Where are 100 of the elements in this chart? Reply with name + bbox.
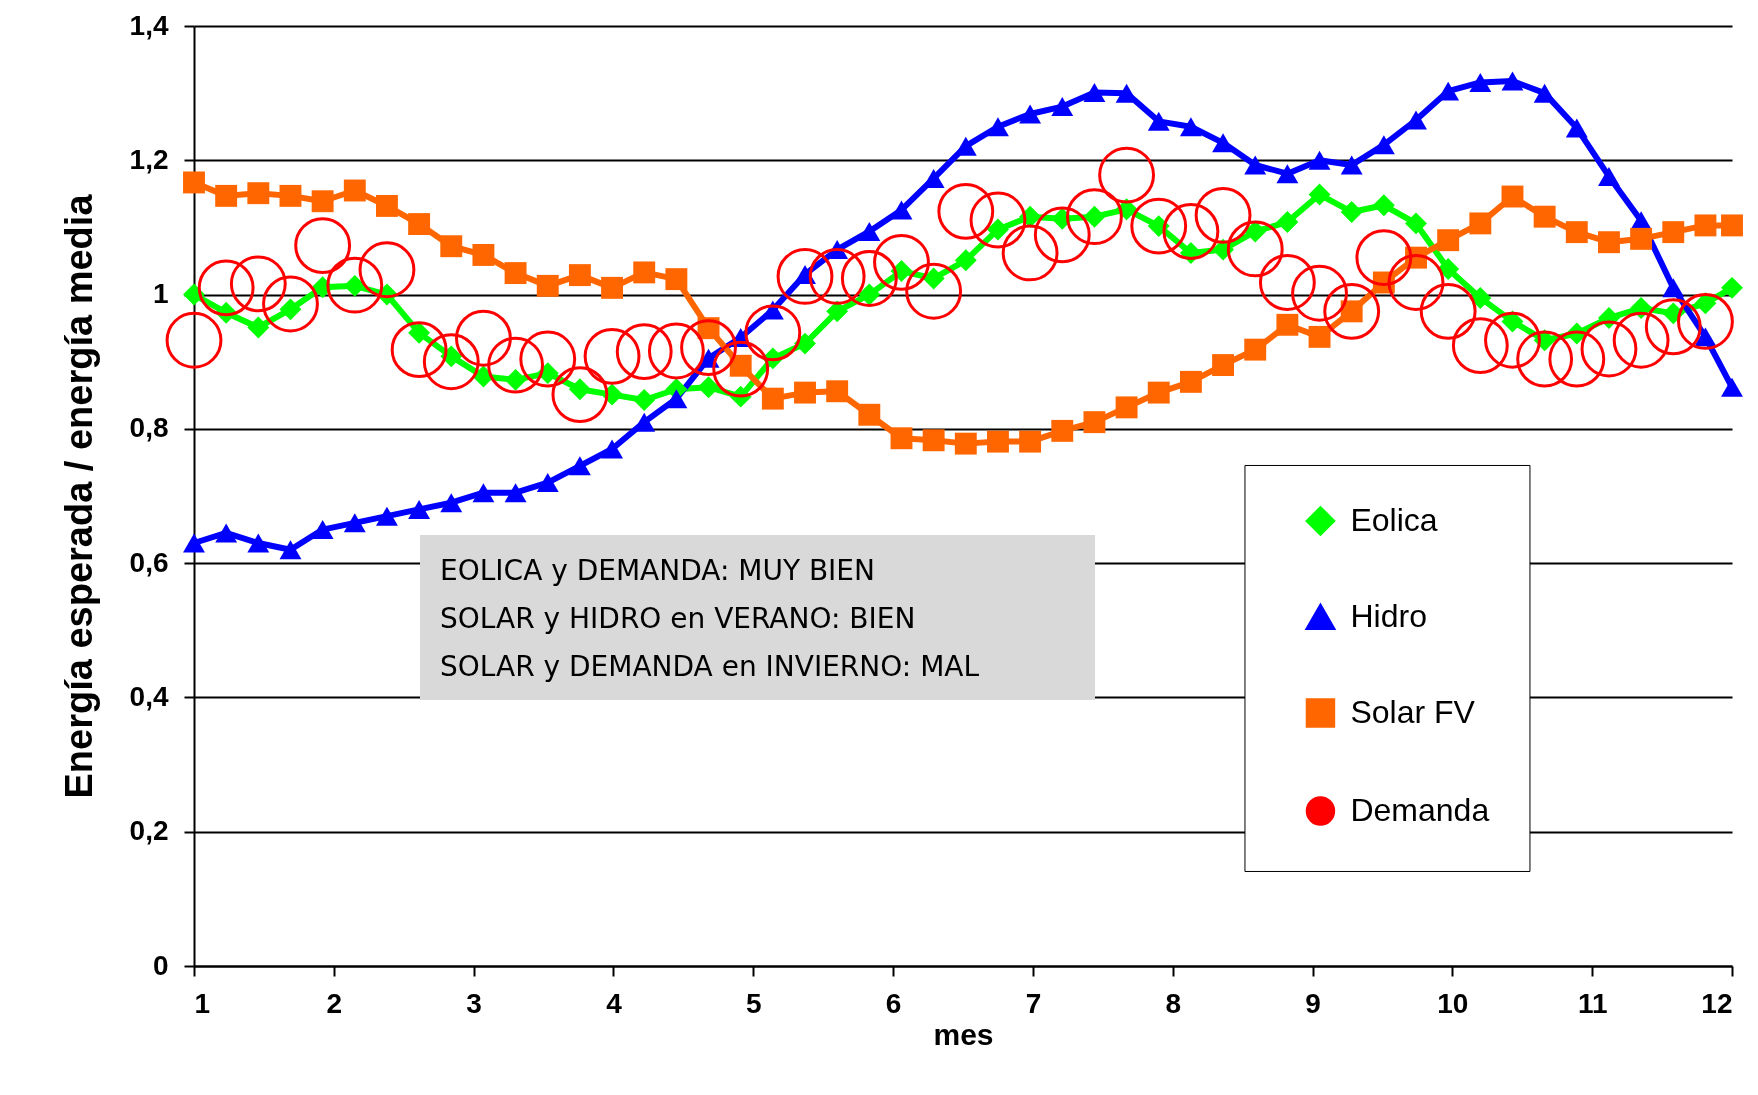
point (1340, 201, 1363, 223)
point (665, 389, 688, 409)
point (568, 456, 591, 476)
point (279, 184, 302, 207)
point (1516, 330, 1574, 388)
point (922, 168, 945, 188)
point (504, 483, 527, 503)
point (583, 327, 641, 385)
y-tick-label: 0,2 (129, 815, 169, 847)
y-tick-label: 1,4 (129, 9, 169, 41)
annotation: SOLAR y DEMANDA en INVIERNO: MAL (440, 649, 981, 685)
point (1147, 111, 1170, 131)
point (247, 533, 270, 553)
point (390, 321, 448, 378)
point (262, 275, 319, 333)
point (376, 194, 398, 217)
point (1598, 231, 1620, 254)
point (1147, 381, 1170, 404)
point (311, 520, 334, 540)
point (1019, 430, 1042, 453)
y-tick-label: 1 (152, 278, 169, 310)
x-axis-title: mes (933, 1017, 994, 1051)
point (1580, 320, 1638, 378)
point (1469, 212, 1492, 235)
point (1501, 310, 1524, 333)
x-tick-label: 5 (745, 987, 762, 1019)
point (712, 340, 770, 398)
point (440, 493, 463, 513)
point (1501, 71, 1524, 91)
point (776, 248, 834, 305)
point (519, 330, 577, 388)
point (1548, 330, 1606, 388)
point (504, 262, 527, 285)
y-tick-label: 0 (152, 949, 169, 981)
point (1437, 258, 1460, 281)
point (358, 241, 416, 299)
point (440, 235, 463, 258)
point (183, 171, 205, 194)
point (1244, 338, 1267, 361)
point (311, 190, 334, 213)
point (969, 191, 1027, 249)
x-tick-label: 6 (885, 987, 902, 1019)
point (1630, 227, 1653, 250)
point (1644, 298, 1702, 356)
point (536, 274, 559, 297)
point (472, 244, 495, 266)
point (1662, 278, 1685, 298)
legend-label: Eolica (1350, 501, 1438, 538)
point (551, 366, 609, 423)
point (1179, 117, 1202, 137)
point (1098, 146, 1156, 204)
point (1565, 221, 1588, 244)
point (1694, 292, 1717, 315)
point (794, 332, 816, 355)
x-tick-label: 8 (1165, 987, 1182, 1019)
point (343, 179, 366, 202)
point (1372, 135, 1395, 155)
point (761, 387, 784, 410)
point (1244, 155, 1267, 175)
point (408, 499, 431, 519)
point (922, 267, 945, 290)
point (1212, 133, 1235, 153)
point (1308, 150, 1331, 170)
point (215, 523, 238, 543)
point (1677, 293, 1734, 350)
point (601, 439, 624, 459)
point (680, 319, 737, 376)
point (1083, 82, 1106, 102)
y-tick-label: 0,4 (129, 680, 169, 712)
point (1565, 118, 1588, 138)
annotation: EOLICA y DEMANDA: MUY BIEN (440, 553, 876, 589)
point (472, 483, 495, 503)
point (922, 429, 945, 452)
point (1340, 155, 1363, 175)
point (1226, 220, 1284, 278)
point (422, 333, 480, 391)
point (1258, 254, 1316, 311)
point (1405, 212, 1427, 235)
point (633, 389, 656, 411)
point (326, 256, 384, 314)
annotation: SOLAR y HIDRO en VERANO: BIEN (440, 601, 917, 637)
point (1001, 224, 1059, 282)
point (229, 255, 287, 313)
point (1721, 377, 1743, 397)
point (1612, 311, 1670, 369)
point (1066, 188, 1123, 246)
point (954, 432, 977, 455)
point (165, 311, 223, 369)
point (1372, 194, 1395, 217)
point (1694, 327, 1717, 347)
point (1308, 183, 1331, 206)
point (665, 268, 688, 291)
point (826, 300, 849, 323)
point (1469, 72, 1492, 92)
point (487, 336, 545, 394)
point (1212, 354, 1235, 377)
point (905, 262, 963, 320)
point (1721, 276, 1743, 299)
point (1437, 81, 1460, 101)
point (647, 322, 705, 380)
